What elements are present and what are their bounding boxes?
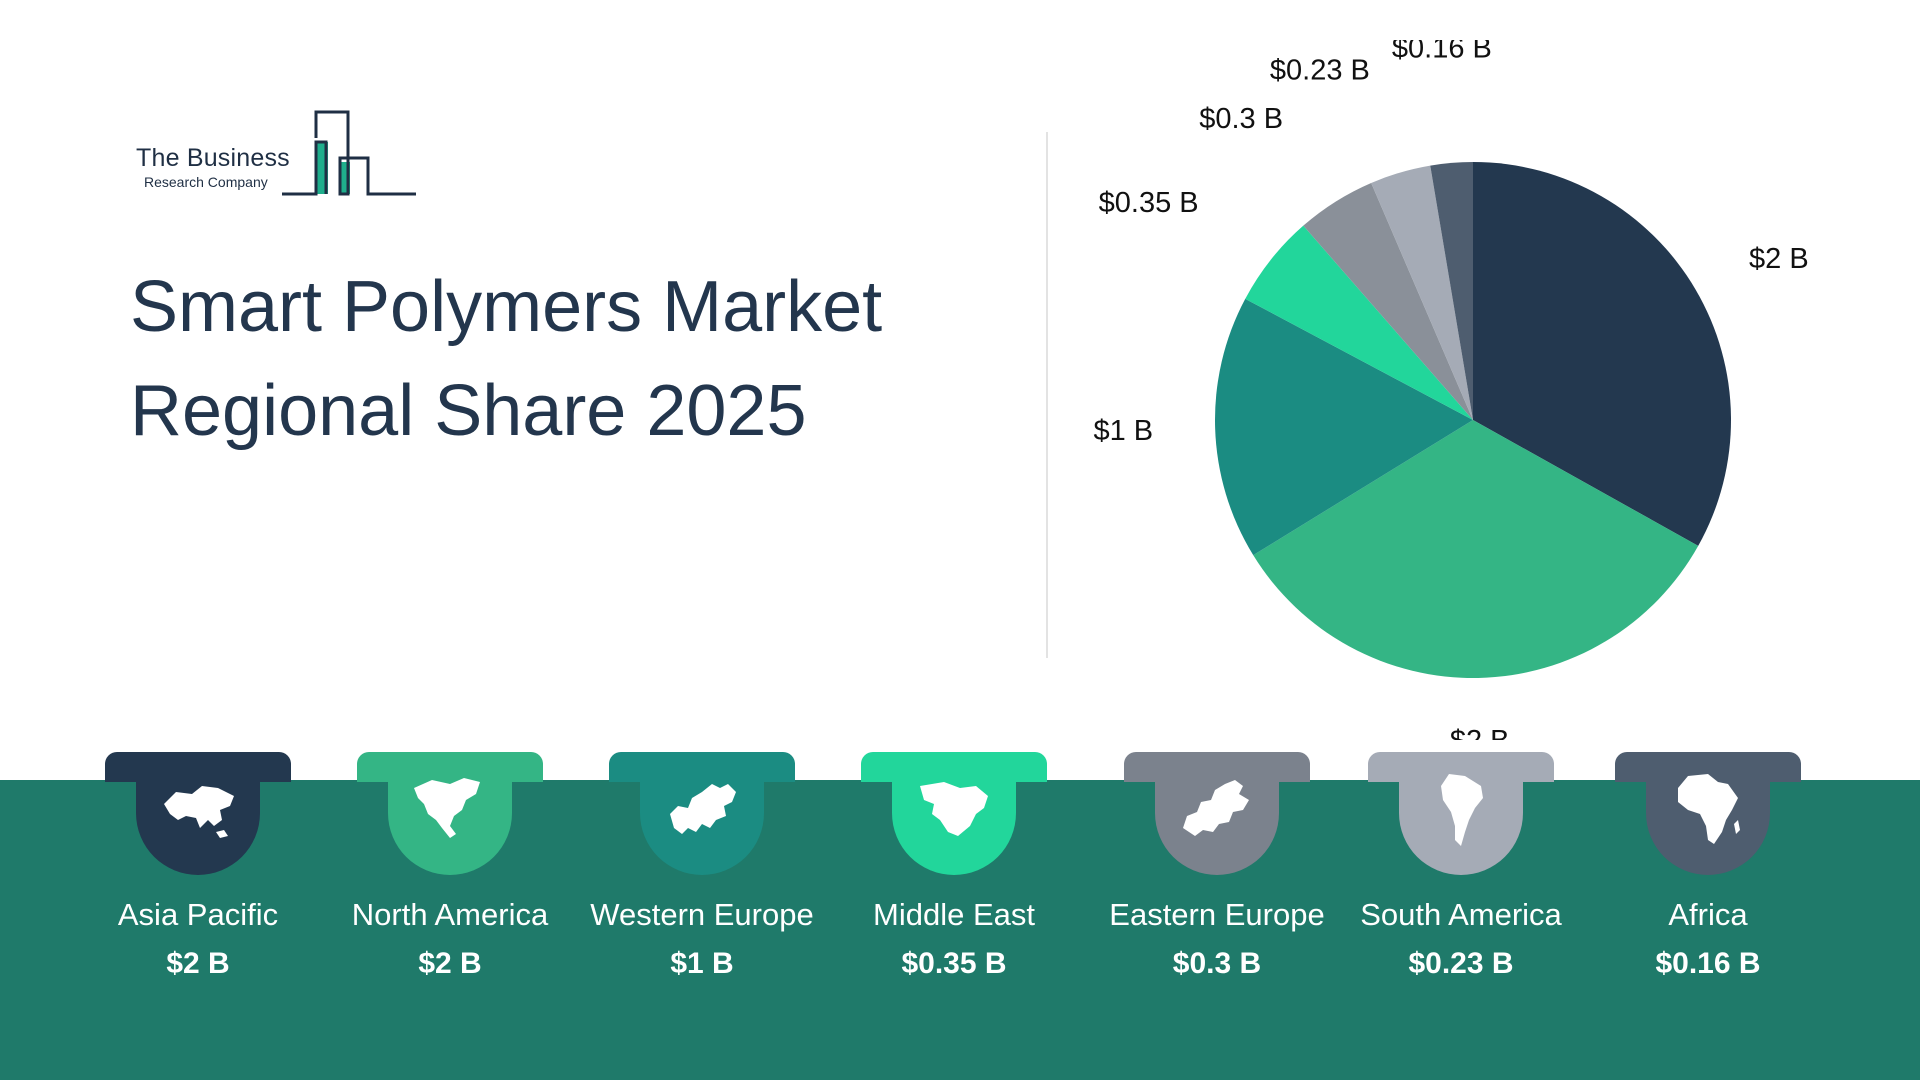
pie-data-label: $0.16 B [1392,40,1492,64]
pie-slice-africa [1430,162,1473,420]
pie-chart: $2 B $2 B $1 B $0.35 B $0.3 B $0.23 B $0.16 B [1093,40,1808,740]
region-badge [892,752,1016,875]
region-badge [136,752,260,875]
pie-slice-middle-east [1245,225,1473,420]
pie-slices [1215,162,1731,678]
region-name: Asia Pacific [117,897,279,932]
region-name: Western Europe [590,897,814,932]
logo-subtitle: Research Company [144,174,268,190]
pie-slice-western-europe [1215,298,1473,556]
region-name: Eastern Europe [1109,897,1325,932]
region-name: South America [1360,897,1562,932]
north-america-map-icon [414,778,480,838]
region-card-western-europe: Western Europe $1 B [590,752,814,1052]
logo-name: The Business [136,144,290,172]
pie-slice-asia-pacific [1473,162,1731,546]
region-card-south-america: South America $0.23 B [1360,752,1562,1052]
pie-data-label: $1 B [1093,415,1153,447]
title-line-1: Smart Polymers Market [130,267,883,347]
asia-map-icon [164,786,234,838]
region-value: $0.16 B [1655,947,1761,980]
region-value: $0.35 B [901,947,1007,980]
divider [1046,132,1048,658]
africa-map-icon [1678,774,1740,844]
western-europe-map-icon [670,784,736,834]
region-badge [1646,752,1770,875]
pie-data-label: $0.3 B [1199,103,1283,135]
pie-slice-north-america [1253,420,1699,678]
region-badge [1155,752,1279,875]
region-card-middle-east: Middle East $0.35 B [861,752,1047,1052]
company-logo: The Business Research Company [132,110,422,200]
region-value: $1 B [670,947,734,980]
region-card-africa: Africa $0.16 B [1615,752,1801,1052]
region-card-eastern-europe: Eastern Europe $0.3 B [1109,752,1325,1052]
region-value: $2 B [418,947,482,980]
pie-slice-south-america [1371,165,1473,420]
region-card-north-america: North America $2 B [352,752,548,1052]
south-america-map-icon [1441,774,1483,846]
eastern-europe-map-icon [1183,780,1249,836]
title-line-2: Regional Share 2025 [130,371,807,451]
region-name: Africa [1668,897,1748,932]
region-value: $0.23 B [1408,947,1514,980]
region-badge [640,752,764,875]
middle-east-map-icon [920,782,988,836]
logo-buildings-icon [282,110,416,196]
region-value: $0.3 B [1172,947,1262,980]
pie-data-label: $2 B [1450,725,1510,740]
region-card-asia-pacific: Asia Pacific $2 B [105,752,291,1052]
pie-data-label: $0.23 B [1270,55,1370,87]
region-name: North America [351,897,549,932]
region-badge [388,752,512,875]
pie-labels: $2 B $2 B $1 B $0.35 B $0.3 B $0.23 B $0.16 B [1093,40,1808,740]
page-title: Smart Polymers Market Regional Share 202… [130,255,882,463]
pie-data-label: $0.35 B [1099,187,1199,219]
region-badge [1399,752,1523,875]
pie-data-label: $2 B [1749,243,1809,275]
region-name: Middle East [873,897,1035,932]
pie-slice-eastern-europe [1303,182,1473,420]
region-value: $2 B [166,947,230,980]
